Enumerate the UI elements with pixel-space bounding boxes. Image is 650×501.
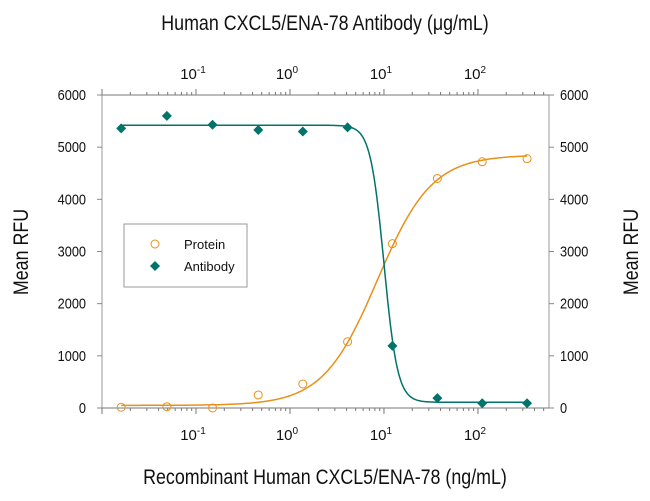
fit-curve-protein xyxy=(121,155,528,407)
y-tick-label-left: 3000 xyxy=(58,242,87,259)
y-tick-label-left: 5000 xyxy=(58,138,87,155)
y-tick-label-right: 4000 xyxy=(560,190,589,207)
data-point-antibody xyxy=(207,119,218,130)
legend-box xyxy=(123,223,248,288)
data-point-protein xyxy=(387,239,397,249)
data-point-antibody xyxy=(342,122,353,133)
y-tick-label-right: 1000 xyxy=(560,347,589,364)
data-point-protein xyxy=(253,390,263,400)
y-tick-label-right: 0 xyxy=(560,399,567,416)
x-tick-label-top: 100 xyxy=(276,65,299,83)
y-tick-label-right: 2000 xyxy=(560,295,589,312)
data-point-antibody xyxy=(522,398,533,409)
data-point-antibody xyxy=(297,126,308,137)
legend-marker-protein xyxy=(150,239,160,249)
data-point-antibody xyxy=(387,340,398,351)
x-tick-label-bottom: 10-1 xyxy=(180,426,206,444)
data-point-protein xyxy=(298,379,308,389)
data-point-antibody xyxy=(477,398,488,409)
data-point-protein xyxy=(116,402,126,412)
chart-title: Human CXCL5/ENA-78 Antibody (μg/mL) xyxy=(161,12,488,36)
legend-label-protein: Protein xyxy=(184,237,225,252)
x-tick-label-bottom: 102 xyxy=(464,426,487,444)
x-tick-label-top: 101 xyxy=(370,65,393,83)
y-tick-label-left: 4000 xyxy=(58,190,87,207)
data-point-protein xyxy=(208,403,218,413)
y-tick-label-left: 1000 xyxy=(58,347,87,364)
x-axis-label: Recombinant Human CXCL5/ENA-78 (ng/mL) xyxy=(143,466,507,490)
data-point-protein xyxy=(343,337,353,347)
x-tick-label-top: 10-1 xyxy=(180,65,206,83)
y-axis-label-left: Mean RFU xyxy=(10,209,34,295)
data-point-antibody xyxy=(253,124,264,135)
y-tick-label-right: 3000 xyxy=(560,242,589,259)
y-tick-label-left: 2000 xyxy=(58,295,87,312)
y-tick-label-right: 5000 xyxy=(560,138,589,155)
y-axis-label-right: Mean RFU xyxy=(620,209,644,295)
data-point-antibody xyxy=(161,110,172,121)
y-tick-label-right: 6000 xyxy=(560,86,589,103)
legend-label-antibody: Antibody xyxy=(184,259,235,274)
data-point-protein xyxy=(432,173,442,183)
data-point-protein xyxy=(477,157,487,167)
legend-marker-antibody xyxy=(150,261,160,271)
x-tick-label-bottom: 100 xyxy=(276,426,299,444)
y-tick-label-left: 6000 xyxy=(58,86,87,103)
data-point-protein xyxy=(522,154,532,164)
x-tick-label-top: 102 xyxy=(464,65,487,83)
data-point-antibody xyxy=(432,393,443,404)
x-tick-label-bottom: 101 xyxy=(370,426,393,444)
fit-curve-antibody xyxy=(121,124,528,404)
y-tick-label-left: 0 xyxy=(79,399,86,416)
data-point-protein xyxy=(162,402,172,412)
legend: Protein Antibody xyxy=(123,223,248,288)
data-point-antibody xyxy=(116,123,127,134)
